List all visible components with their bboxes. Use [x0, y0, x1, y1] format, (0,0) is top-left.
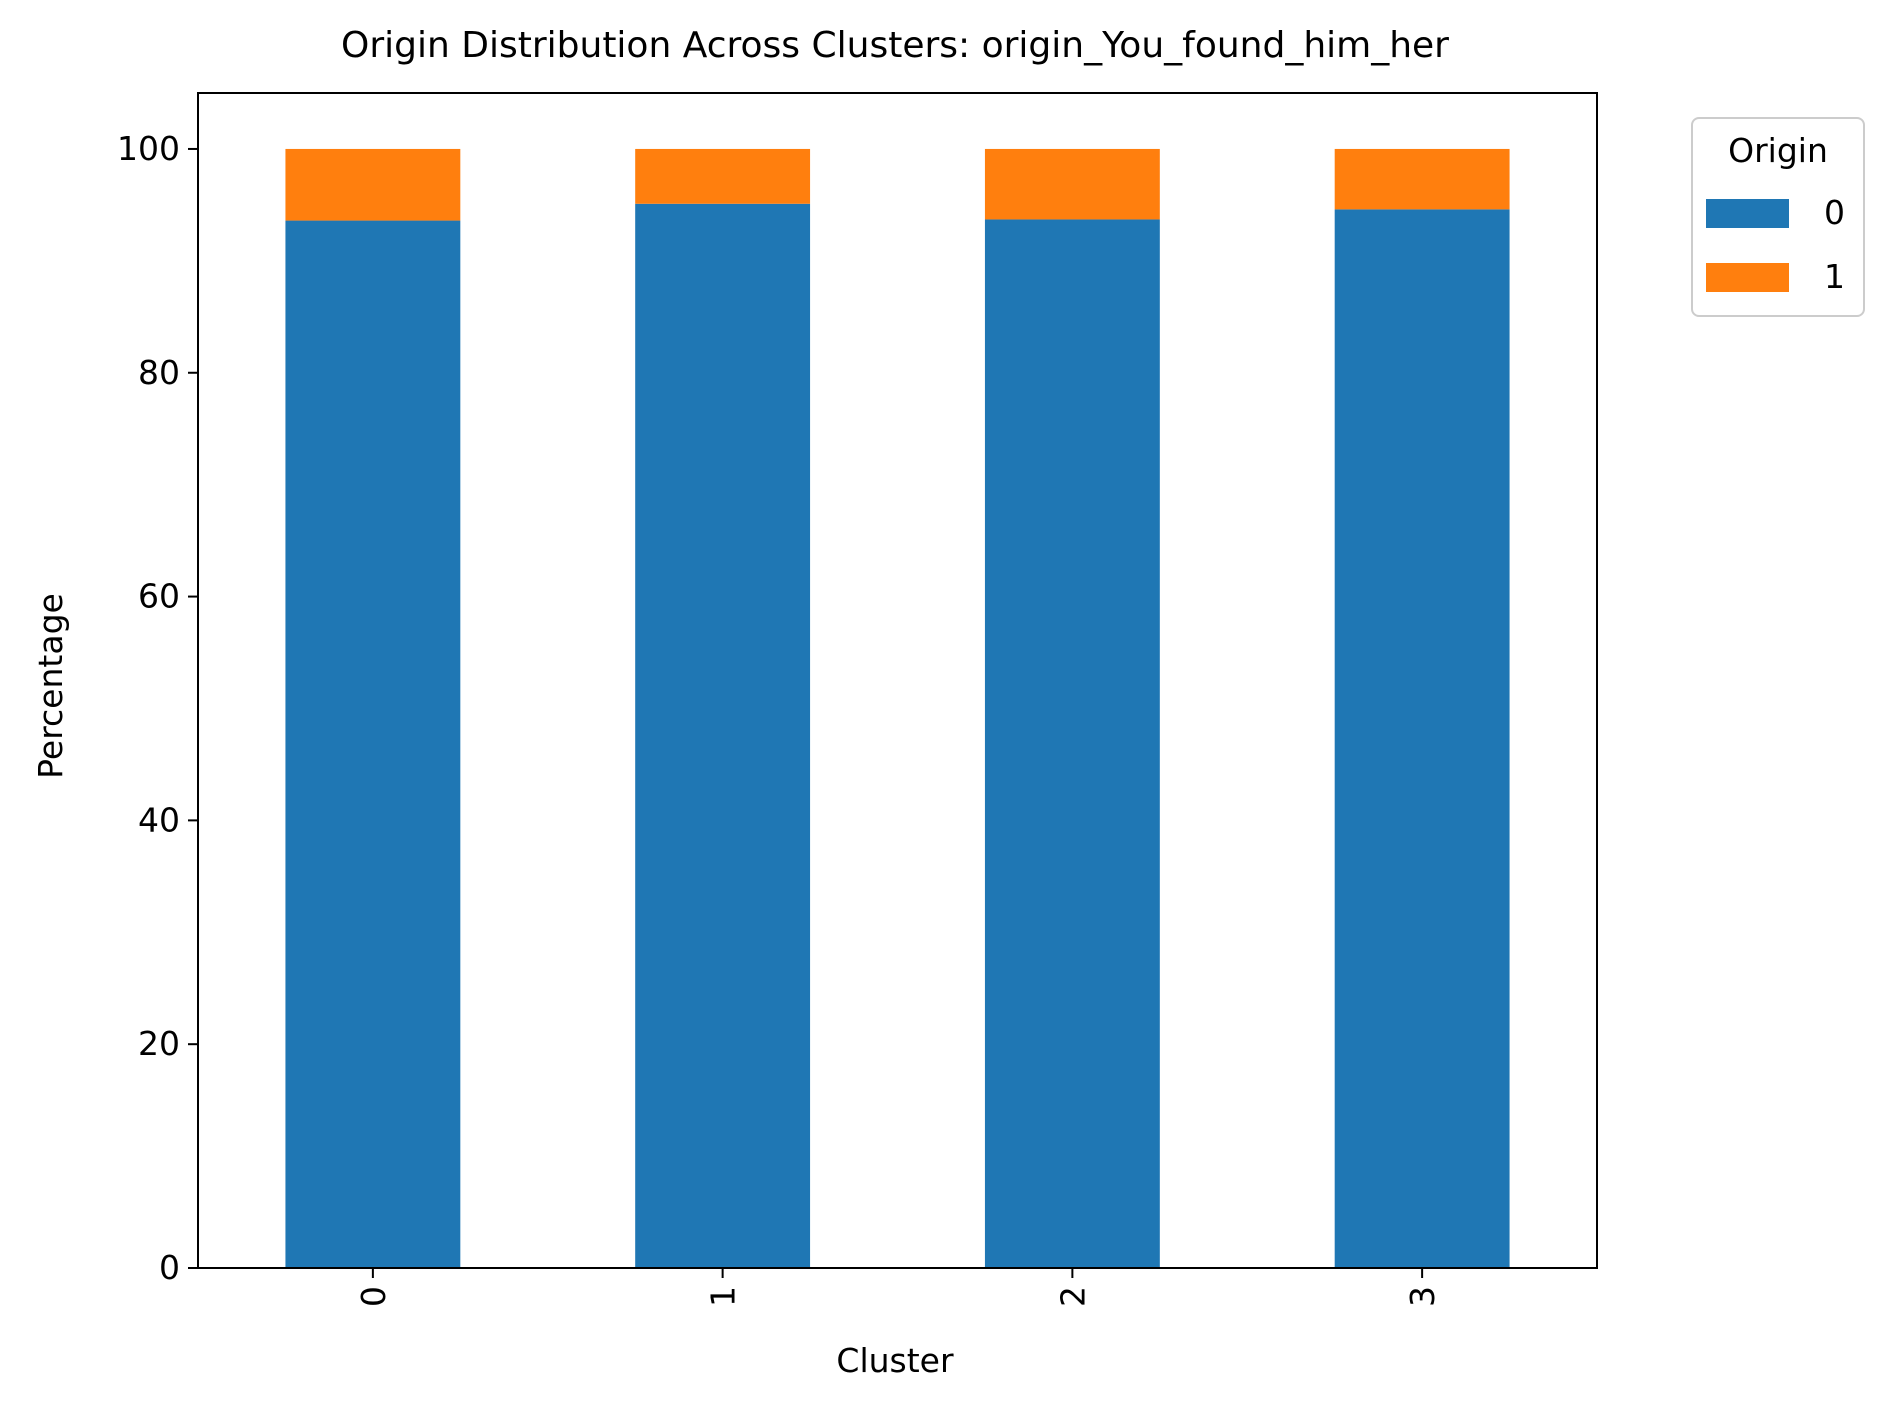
bar-cluster-3-origin-0	[1334, 209, 1510, 1268]
legend-label-1: 1	[1824, 257, 1845, 296]
legend-swatch-1	[1706, 263, 1789, 292]
legend-label-0: 0	[1824, 193, 1845, 232]
bar-cluster-2-origin-1	[984, 148, 1160, 220]
x-tick-label: 2	[1053, 1286, 1092, 1307]
y-tick-label: 20	[138, 1024, 180, 1063]
y-tick-label: 0	[159, 1248, 180, 1287]
legend-title: Origin	[1728, 131, 1828, 170]
bar-cluster-1-origin-0	[635, 203, 811, 1268]
y-tick-label: 100	[117, 129, 180, 168]
legend-swatch-0	[1706, 199, 1789, 228]
axes-frame	[197, 92, 1598, 1269]
bar-cluster-2-origin-0	[984, 219, 1160, 1269]
x-tick-label: 3	[1403, 1286, 1442, 1307]
plot-area: 0 20 40 60 80 100 0 1 2 3	[117, 92, 1598, 1307]
y-axis-label: Percentage	[31, 593, 70, 779]
y-tick-label: 40	[138, 800, 180, 839]
legend: Origin 01	[1691, 117, 1865, 317]
bar-cluster-1-origin-1	[635, 148, 811, 204]
y-tick-label: 80	[138, 353, 180, 392]
y-tick-label: 60	[138, 577, 180, 616]
bar-cluster-0-origin-0	[285, 220, 461, 1268]
chart-title: Origin Distribution Across Clusters: ori…	[341, 25, 1449, 66]
x-tick-label: 1	[704, 1286, 743, 1307]
bar-cluster-3-origin-1	[1334, 148, 1510, 210]
x-tick-label: 0	[354, 1286, 393, 1307]
bar-cluster-0-origin-1	[285, 148, 461, 221]
legend-entries: 01	[1706, 193, 1845, 296]
x-axis-label: Cluster	[836, 1341, 954, 1380]
